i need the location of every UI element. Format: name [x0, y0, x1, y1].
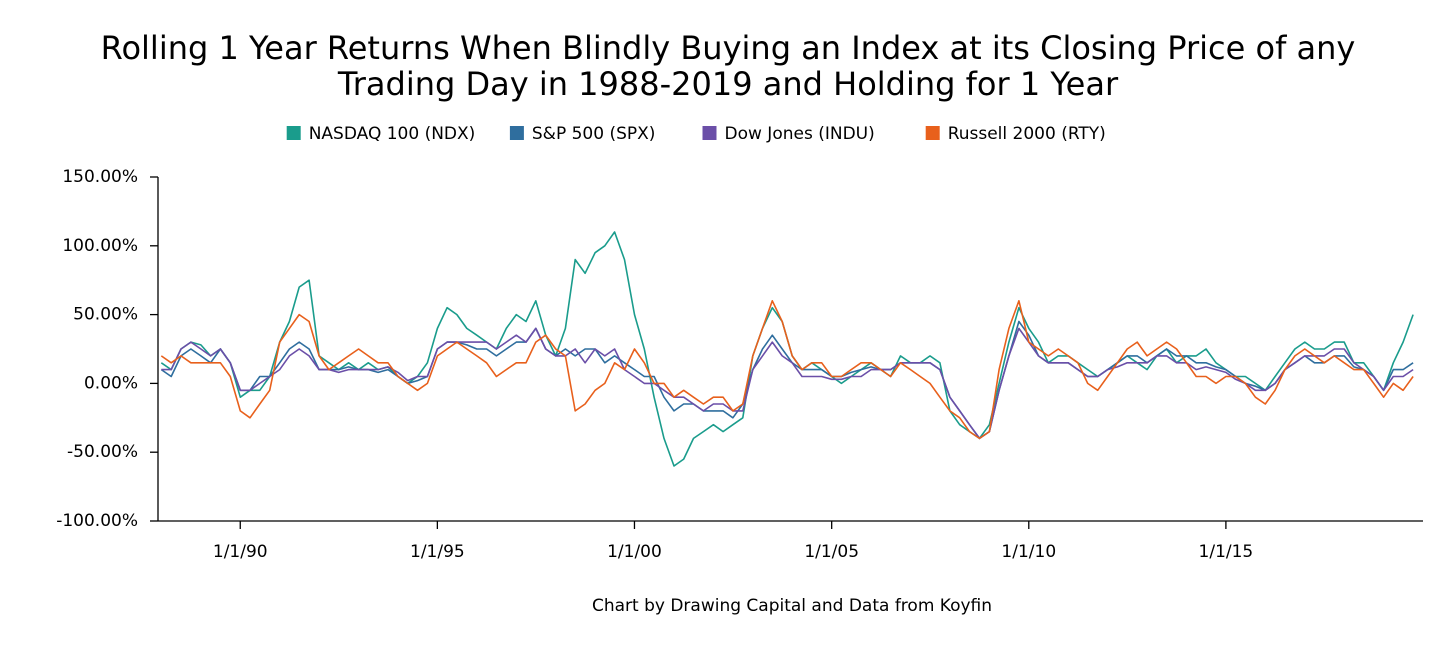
y-tick-label: 50.00%	[73, 305, 138, 325]
legend-swatch	[509, 126, 524, 140]
legend-label: NASDAQ 100 (NDX)	[309, 124, 476, 144]
legend-label: S&P 500 (SPX)	[532, 124, 656, 144]
legend-swatch	[702, 126, 717, 140]
x-tick-label: 1/1/95	[410, 542, 465, 562]
x-tick-label: 1/1/15	[1199, 542, 1254, 562]
x-tick-label: 1/1/10	[1001, 542, 1056, 562]
legend-label: Dow Jones (INDU)	[725, 124, 875, 144]
y-tick-label: 150.00%	[62, 167, 138, 187]
x-tick-label: 1/1/05	[804, 542, 859, 562]
series-line	[161, 327, 1414, 440]
legend-swatch	[925, 126, 940, 140]
y-tick-label: 100.00%	[62, 236, 138, 256]
caption: Chart by Drawing Capital and Data from K…	[592, 596, 992, 616]
series-line	[160, 300, 1414, 440]
y-tick-label: -100.00%	[56, 511, 138, 531]
legend-label: Russell 2000 (RTY)	[948, 124, 1106, 144]
x-tick-label: 1/1/00	[607, 542, 662, 562]
legend-swatch	[286, 126, 301, 140]
chart-title: Rolling 1 Year Returns When Blindly Buyi…	[100, 29, 1356, 103]
x-tick-label: 1/1/90	[213, 542, 268, 562]
y-tick-label: -50.00%	[67, 442, 138, 462]
series-line	[160, 231, 1414, 467]
y-tick-label: 0.00%	[84, 373, 138, 393]
